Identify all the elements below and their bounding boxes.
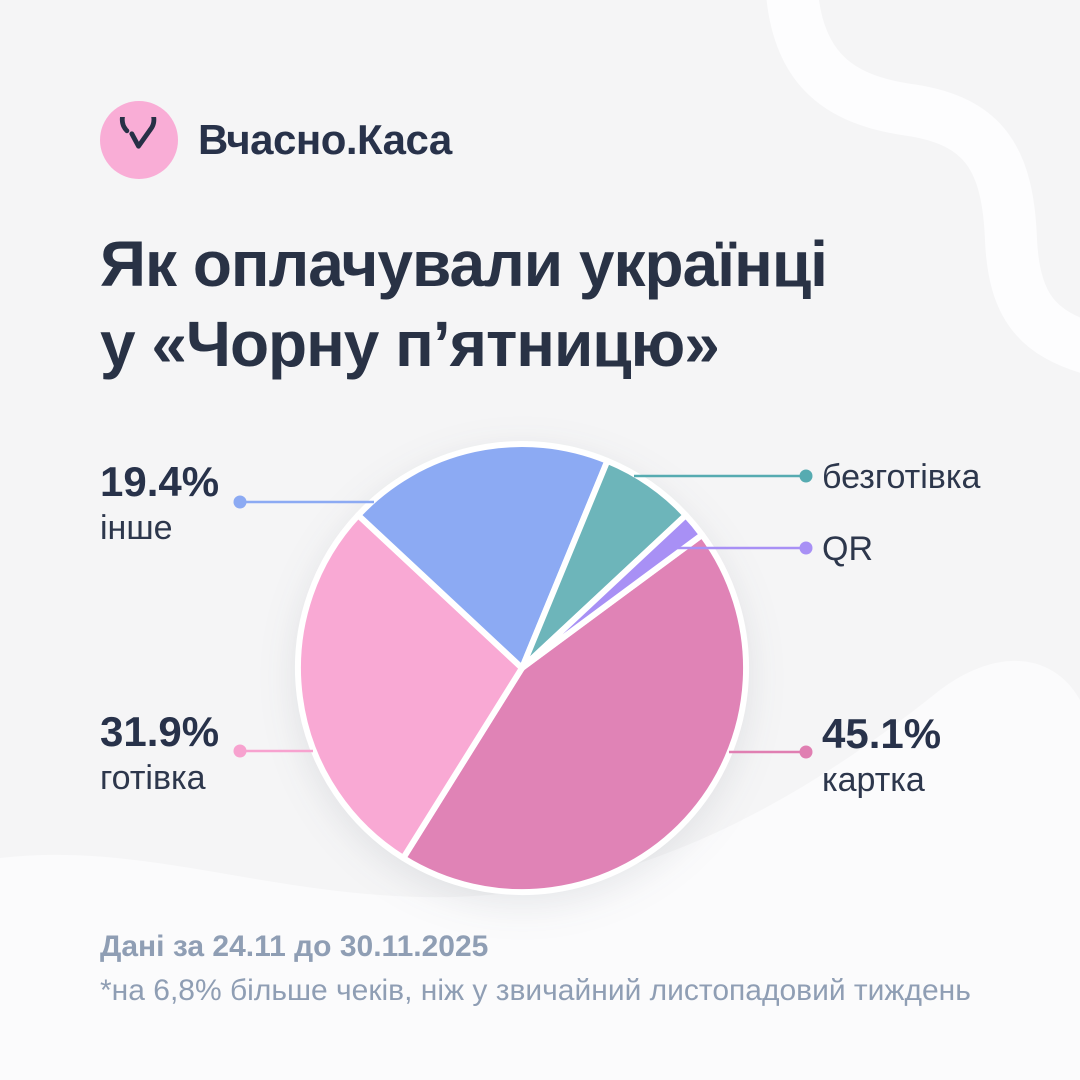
title-line-1: Як оплачували українці	[100, 228, 828, 300]
callout-dot-bezhotivka	[799, 469, 813, 483]
title-line-2: у «Чорну п’ятницю»	[100, 308, 720, 380]
pie-slice-kartka	[400, 531, 749, 896]
pie-slice-inshe	[355, 440, 611, 671]
page-title: Як оплачували українці у «Чорну п’ятницю»	[100, 224, 828, 384]
ribbon-squiggle-shape	[766, 0, 1080, 373]
callout-dot-qr	[799, 541, 813, 555]
percent-value: 31.9%	[100, 708, 220, 755]
pie-slice-bezhotivka	[519, 457, 689, 671]
callout-bezhotivka: безготівка	[822, 457, 980, 497]
segment-label: безготівка	[822, 458, 981, 496]
callout-kartka: 45.1% картка	[822, 712, 941, 800]
footer-note: *на 6,8% більше чеків, ніж у звичайний л…	[100, 974, 971, 1007]
footer: Дані за 24.11 до 30.11.2025 *на 6,8% біл…	[100, 932, 971, 1006]
segment-label: готівка	[100, 759, 206, 797]
segment-label: QR	[822, 530, 873, 568]
callout-inshe: 19.4% інше	[100, 460, 219, 548]
callout-qr: QR	[822, 529, 873, 569]
footer-period: Дані за 24.11 до 30.11.2025	[100, 930, 489, 963]
percent-value: 19.4%	[100, 458, 220, 505]
brand-logo: Вчасно.Каса	[100, 101, 452, 179]
callout-hotivka: 31.9% готівка	[100, 710, 219, 798]
percent-value: 45.1%	[822, 710, 942, 757]
check-circle-icon	[119, 117, 157, 149]
segment-label: інше	[100, 509, 173, 547]
segment-label: картка	[822, 761, 925, 799]
pie-slice-hotivka	[295, 512, 525, 861]
brand-name: Вчасно.Каса	[198, 116, 452, 163]
callout-connectors	[233, 469, 813, 759]
callout-dot-kartka	[799, 745, 813, 759]
callout-dot-inshe	[233, 495, 247, 509]
pie-slice-qr	[519, 512, 706, 671]
callout-dot-hotivka	[233, 744, 247, 758]
logo-badge	[100, 101, 178, 179]
pie-slices	[295, 440, 749, 896]
